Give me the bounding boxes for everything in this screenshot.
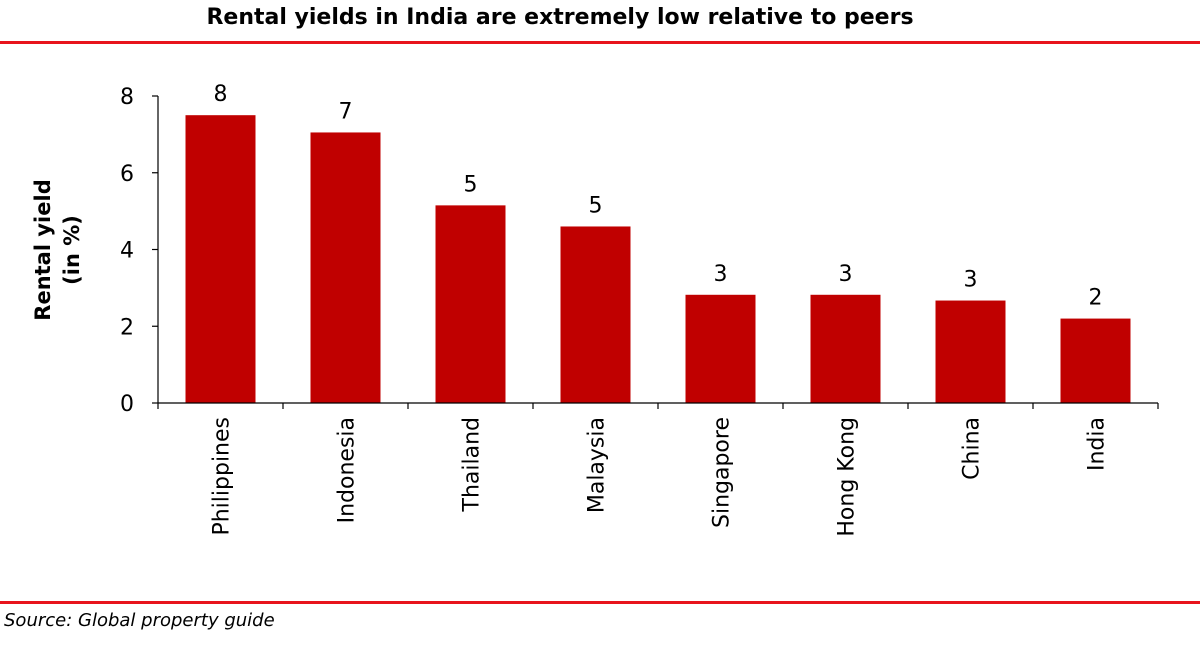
y-axis-ticks: 0 2 4 6 8 xyxy=(120,85,1159,417)
source-note: Source: Global property guide xyxy=(4,610,275,631)
x-tick-label: India xyxy=(1085,417,1110,471)
x-tick-label: Malaysia xyxy=(585,417,610,513)
y-tick-label: 2 xyxy=(120,315,134,340)
x-tick-label: China xyxy=(960,417,985,480)
bar-india xyxy=(1060,318,1131,403)
bar-malaysia xyxy=(560,226,631,403)
bar-hong-kong xyxy=(810,294,881,403)
bars xyxy=(185,115,1131,404)
y-axis-label: Rental yield xyxy=(31,179,55,320)
y-tick-label: 0 xyxy=(120,392,134,417)
data-label: 3 xyxy=(964,268,978,293)
data-labels: 8 7 5 5 3 3 3 2 xyxy=(214,82,1103,310)
data-label: 2 xyxy=(1089,286,1103,311)
data-label: 3 xyxy=(839,262,853,287)
y-tick-label: 6 xyxy=(120,162,134,187)
chart-title: Rental yields in India are extremely low… xyxy=(206,5,914,30)
x-tick-label: Singapore xyxy=(710,417,735,528)
bar-philippines xyxy=(185,115,256,403)
y-axis-unit: (in %) xyxy=(60,215,84,285)
bar-singapore xyxy=(685,294,756,403)
data-label: 7 xyxy=(339,99,353,124)
bottom-divider xyxy=(0,601,1200,604)
bar-chart: Rental yield (in %) 0 2 4 6 8 8 7 5 5 3 3 3 2 Phili… xyxy=(31,82,1159,537)
data-label: 5 xyxy=(464,172,478,197)
data-label: 8 xyxy=(214,82,228,107)
x-tick-label: Thailand xyxy=(460,417,485,512)
bar-thailand xyxy=(435,205,506,403)
top-divider xyxy=(0,41,1200,44)
bar-china xyxy=(935,300,1006,403)
data-label: 3 xyxy=(714,262,728,287)
data-label: 5 xyxy=(589,193,603,218)
y-tick-label: 4 xyxy=(120,239,134,264)
x-tick-label: Indonesia xyxy=(335,417,360,523)
y-axis-title: Rental yield (in %) xyxy=(31,179,84,320)
x-tick-label: Hong Kong xyxy=(835,417,860,537)
bar-indonesia xyxy=(310,132,381,404)
x-tick-label: Philippines xyxy=(210,417,235,536)
y-tick-label: 8 xyxy=(120,85,134,110)
x-axis-labels: Philippines Indonesia Thailand Malaysia Sing… xyxy=(210,417,1110,537)
